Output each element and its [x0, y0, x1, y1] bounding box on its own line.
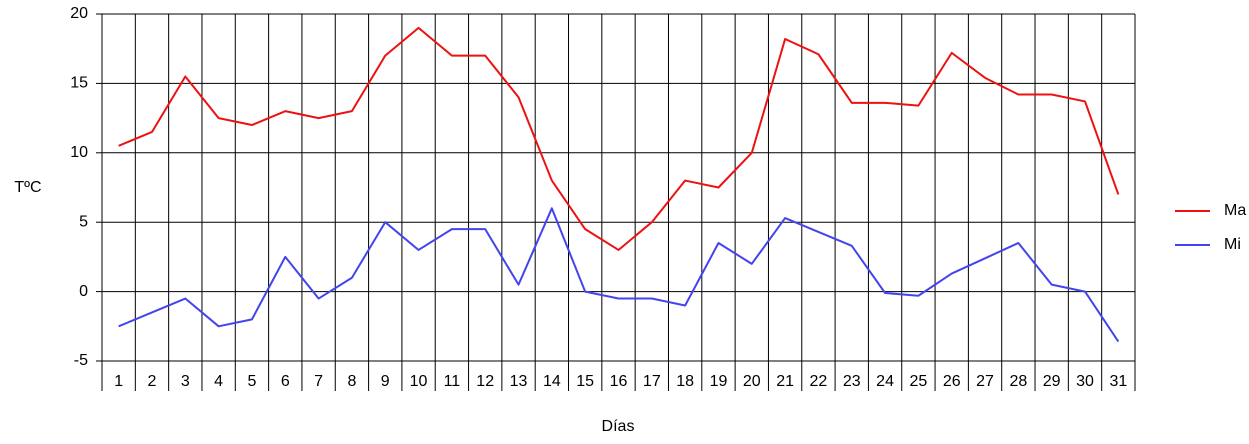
y-tick-label: 10 [70, 144, 88, 161]
x-tick-label: 5 [247, 373, 256, 390]
y-tick-label: 5 [79, 213, 88, 230]
x-tick-label: 8 [347, 373, 356, 390]
x-tick-label: 11 [444, 373, 461, 390]
x-tick-label: 7 [314, 373, 323, 390]
x-tick-label: 31 [1109, 373, 1127, 390]
legend-label: Mi [1224, 236, 1241, 253]
x-axis-label: Días [602, 418, 635, 435]
x-tick-label: 28 [1009, 373, 1027, 390]
x-tick-label: 14 [543, 373, 561, 390]
x-tick-label: 22 [810, 373, 828, 390]
x-tick-label: 19 [710, 373, 728, 390]
x-tick-label: 4 [214, 373, 223, 390]
x-tick-label: 17 [643, 373, 661, 390]
x-tick-label: 18 [676, 373, 694, 390]
x-tick-label: 21 [776, 373, 794, 390]
x-tick-label: 6 [281, 373, 290, 390]
x-tick-label: 1 [114, 373, 123, 390]
x-tick-label: 30 [1076, 373, 1094, 390]
x-tick-label: 16 [610, 373, 628, 390]
line-series [118, 26, 1120, 251]
y-tick-label: 0 [79, 283, 88, 300]
x-tick-label: 26 [943, 373, 961, 390]
y-tick-label: -5 [74, 352, 88, 369]
x-tick-label: 12 [476, 373, 494, 390]
x-tick-label: 24 [876, 373, 894, 390]
x-tick-label: 20 [743, 373, 761, 390]
x-tick-label: 25 [910, 373, 928, 390]
x-tick-label: 3 [181, 373, 190, 390]
x-tick-label: 23 [843, 373, 861, 390]
x-tick-label: 27 [976, 373, 994, 390]
legend-label: Ma [1224, 202, 1246, 219]
x-tick-label: 13 [510, 373, 528, 390]
line-series [118, 207, 1120, 343]
x-tick-label: 29 [1043, 373, 1061, 390]
x-tick-label: 10 [410, 373, 428, 390]
y-tick-label: 15 [70, 75, 88, 92]
x-tick-label: 2 [148, 373, 157, 390]
y-axis-label: TºC [14, 179, 41, 196]
x-tick-label: 15 [576, 373, 594, 390]
x-tick-label: 9 [381, 373, 390, 390]
y-tick-label: 20 [70, 5, 88, 22]
